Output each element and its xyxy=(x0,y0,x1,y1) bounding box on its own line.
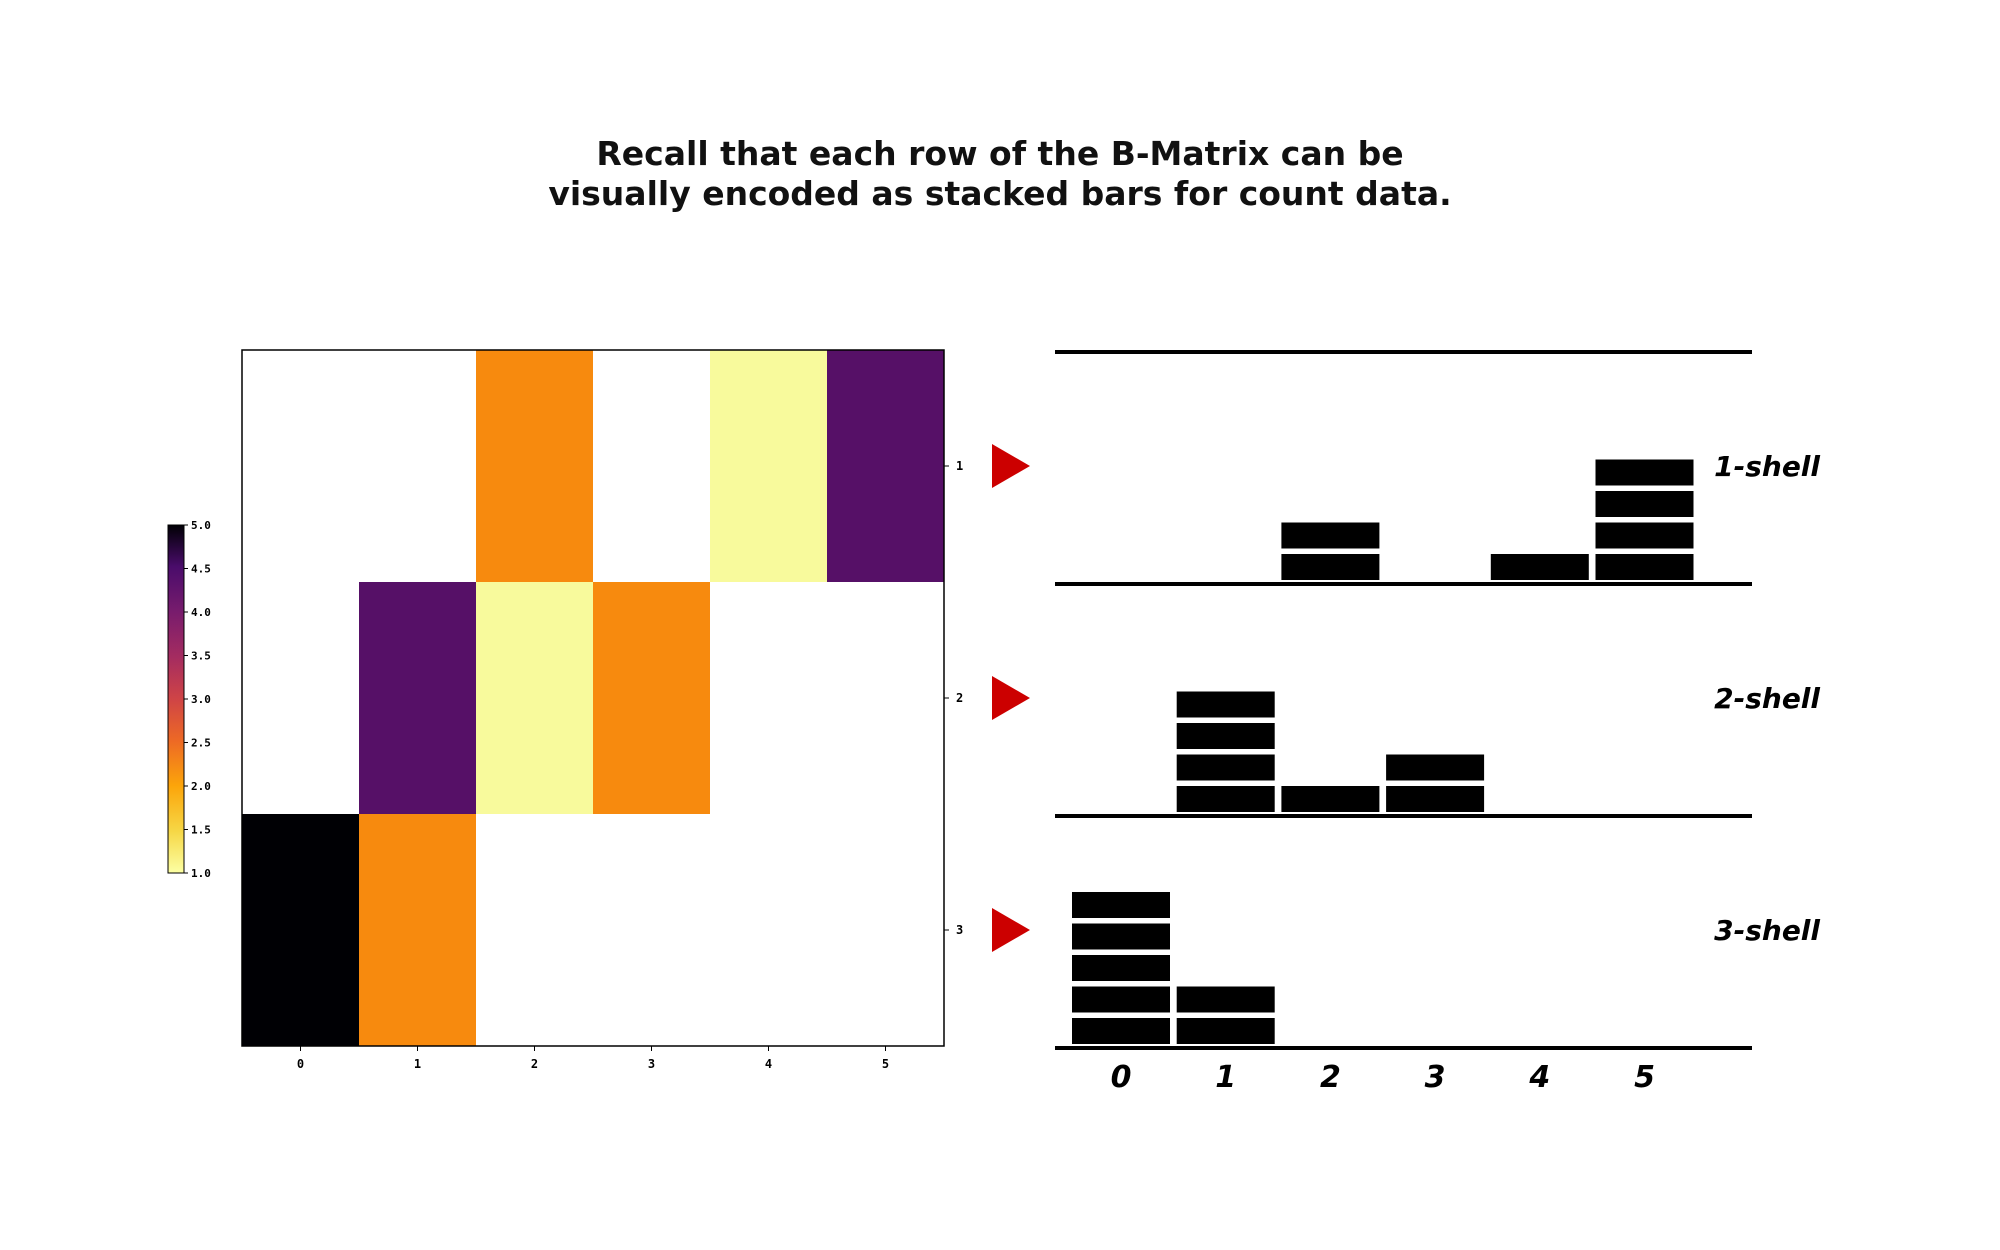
bar-block-3-shell-c0 xyxy=(1072,1018,1170,1044)
colorbar-tick-label: 1.5 xyxy=(191,824,211,837)
bar-block-1-shell-c5 xyxy=(1595,554,1694,580)
row-arrow-2 xyxy=(992,676,1030,720)
heatmap-cell-r2-c1 xyxy=(359,582,477,815)
colorbar-tick-label: 2.0 xyxy=(191,780,211,793)
heatmap-cell-r3-c3 xyxy=(593,814,711,1047)
bar-x-label: 1 xyxy=(1215,1060,1236,1095)
bar-x-label: 5 xyxy=(1634,1060,1655,1095)
colorbar-tick-label: 4.0 xyxy=(191,606,211,619)
bar-x-label: 4 xyxy=(1528,1060,1550,1095)
title-line-2: visually encoded as stacked bars for cou… xyxy=(548,174,1452,213)
heatmap-x-tick-label: 3 xyxy=(648,1057,655,1071)
heatmap-cell-r2-c0 xyxy=(242,582,360,815)
heatmap-cell-r2-c4 xyxy=(710,582,828,815)
panel-label-1-shell: 1-shell xyxy=(1714,450,1820,483)
panel-label-3-shell: 3-shell xyxy=(1714,914,1820,947)
bar-block-3-shell-c0 xyxy=(1072,986,1170,1013)
heatmap-cell-r3-c0 xyxy=(242,814,360,1047)
colorbar-gradient xyxy=(167,524,185,874)
heatmap-cell-r2-c5 xyxy=(827,582,945,815)
bar-block-2-shell-c1 xyxy=(1176,786,1275,812)
bar-block-2-shell-c1 xyxy=(1176,691,1275,718)
colorbar-tick-label: 2.5 xyxy=(191,737,211,750)
bar-block-3-shell-c0 xyxy=(1072,892,1170,918)
heatmap-cell-r2-c3 xyxy=(593,582,711,815)
bar-block-1-shell-c4 xyxy=(1490,554,1589,580)
bar-x-label: 0 xyxy=(1111,1060,1132,1095)
bar-block-1-shell-c2 xyxy=(1281,554,1380,580)
heatmap-cell-r1-c2 xyxy=(476,350,594,583)
colorbar-tick-label: 3.5 xyxy=(191,650,211,663)
bar-block-2-shell-c1 xyxy=(1176,723,1275,749)
title-line-1: Recall that each row of the B-Matrix can… xyxy=(596,134,1404,173)
heatmap-y-tick-label: 1 xyxy=(956,459,963,473)
bar-block-1-shell-c5 xyxy=(1595,522,1694,549)
bar-x-label: 2 xyxy=(1320,1060,1341,1095)
bar-block-2-shell-c3 xyxy=(1386,754,1485,781)
heatmap-cell-r3-c2 xyxy=(476,814,594,1047)
colorbar-tick-label: 3.0 xyxy=(191,693,211,706)
bar-block-1-shell-c5 xyxy=(1595,491,1694,517)
bar-block-3-shell-c0 xyxy=(1072,923,1170,950)
heatmap-y-tick-label: 3 xyxy=(956,923,963,937)
bar-block-1-shell-c5 xyxy=(1595,459,1694,486)
heatmap-x-tick-label: 5 xyxy=(882,1057,889,1071)
colorbar-tick-label: 5.0 xyxy=(191,519,211,532)
colorbar-tick-label: 1.0 xyxy=(191,867,211,880)
bar-block-2-shell-c1 xyxy=(1176,754,1275,781)
bar-block-2-shell-c2 xyxy=(1281,786,1380,812)
colorbar-tick-label: 4.5 xyxy=(191,563,211,576)
heatmap-cell-r2-c2 xyxy=(476,582,594,815)
row-arrow-3 xyxy=(992,908,1030,952)
heatmap-x-tick-label: 4 xyxy=(765,1057,772,1071)
bar-block-2-shell-c3 xyxy=(1386,786,1485,812)
colorbar: 5.0 4.5 4.0 3.5 3.0 2.5 2.0 1.5 1.0 xyxy=(167,519,211,880)
stacked-bar-panels: 1-shell 2-shell 3-shell 0 1 2 3 4 5 xyxy=(1055,350,1820,1095)
heatmap-cell-r3-c1 xyxy=(359,814,477,1047)
b-matrix-heatmap: 0 1 2 3 4 5 1 2 3 xyxy=(241,349,963,1071)
bar-block-3-shell-c1 xyxy=(1176,986,1275,1013)
heatmap-cell-r1-c4 xyxy=(710,350,828,583)
heatmap-cell-r1-c3 xyxy=(593,350,711,583)
heatmap-x-tick-label: 2 xyxy=(531,1057,538,1071)
heatmap-cell-r3-c4 xyxy=(710,814,828,1047)
heatmap-x-tick-label: 1 xyxy=(414,1057,421,1071)
heatmap-x-tick-label: 0 xyxy=(297,1057,304,1071)
bar-block-3-shell-c0 xyxy=(1072,955,1170,981)
heatmap-cell-r1-c5 xyxy=(827,350,945,583)
bar-x-label: 3 xyxy=(1425,1060,1446,1095)
page-title: Recall that each row of the B-Matrix can… xyxy=(0,134,2000,214)
row-arrow-1 xyxy=(992,444,1030,488)
bar-block-1-shell-c2 xyxy=(1281,522,1380,549)
row-arrows xyxy=(992,444,1030,952)
heatmap-cell-r1-c1 xyxy=(359,350,477,583)
panel-label-2-shell: 2-shell xyxy=(1714,682,1820,715)
heatmap-cell-r3-c5 xyxy=(827,814,945,1047)
heatmap-cell-r1-c0 xyxy=(242,350,360,583)
heatmap-y-tick-label: 2 xyxy=(956,691,963,705)
bar-block-3-shell-c1 xyxy=(1176,1018,1275,1044)
